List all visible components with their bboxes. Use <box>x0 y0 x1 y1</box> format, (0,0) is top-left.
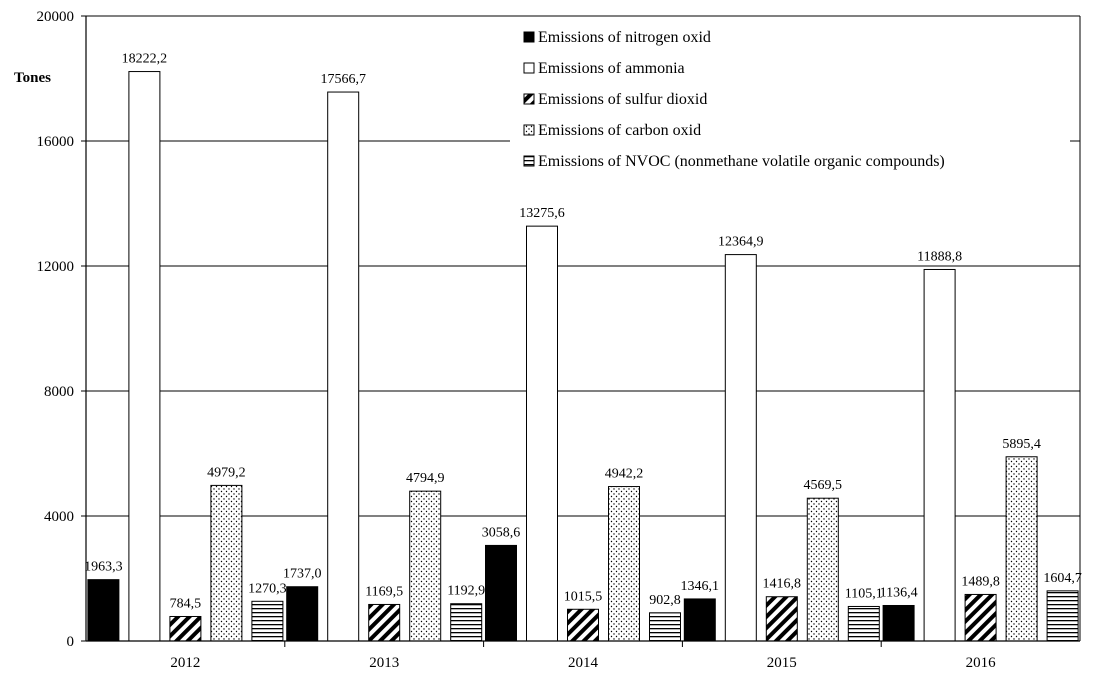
data-label: 1015,5 <box>564 589 603 604</box>
y-tick-label: 8000 <box>44 384 74 400</box>
bar <box>450 603 483 642</box>
x-tick-label: 2014 <box>568 655 599 671</box>
y-tick-label: 16000 <box>37 134 75 150</box>
bar <box>286 586 319 642</box>
bar <box>87 579 120 642</box>
data-label: 1346,1 <box>681 579 720 594</box>
bars <box>87 71 1079 642</box>
legend-item-label: Emissions of sulfur dioxid <box>538 91 707 108</box>
bar <box>251 600 284 642</box>
data-label: 12364,9 <box>718 235 764 250</box>
bar <box>882 604 915 642</box>
data-label: 4794,9 <box>406 471 445 486</box>
legend-background <box>510 22 1070 182</box>
bar <box>964 593 997 642</box>
bar <box>567 608 599 642</box>
bar <box>526 225 558 642</box>
data-label: 902,8 <box>649 593 681 608</box>
data-label: 1105,1 <box>845 586 883 601</box>
data-label: 1489,8 <box>961 574 1000 589</box>
data-label: 18222,2 <box>122 52 168 67</box>
bar <box>1046 590 1079 642</box>
legend-swatch <box>523 155 535 167</box>
bar <box>806 497 839 642</box>
data-label: 4569,5 <box>804 478 843 493</box>
bar <box>683 598 716 642</box>
bar <box>327 91 360 642</box>
y-axis: 0 4000 8000 12000 16000 20000 <box>37 9 1081 650</box>
data-label: 1963,3 <box>84 560 123 575</box>
y-tick-label: 20000 <box>37 9 75 25</box>
data-label: 1192,9 <box>447 584 485 599</box>
bar <box>409 490 442 642</box>
x-tick-label: 2015 <box>767 655 797 671</box>
bar <box>608 486 640 642</box>
x-tick-label: 2016 <box>966 655 997 671</box>
legend-item-label: Emissions of NVOC (nonmethane volatile o… <box>538 153 945 170</box>
legend-swatch <box>523 124 535 136</box>
x-axis: 2012 2013 2014 2015 2016 <box>86 640 1080 671</box>
bar <box>128 71 161 642</box>
legend-swatch <box>523 62 535 74</box>
legend-item-label: Emissions of nitrogen oxid <box>538 29 711 46</box>
bar <box>1005 456 1038 642</box>
legend: Emissions of nitrogen oxid Emissions of a… <box>523 29 945 170</box>
x-tick-label: 2012 <box>170 655 200 671</box>
data-label: 17566,7 <box>320 72 366 87</box>
bar <box>923 268 956 642</box>
bar <box>210 484 243 642</box>
data-label: 1270,3 <box>248 581 287 596</box>
legend-swatch <box>523 31 535 43</box>
data-label: 1136,4 <box>880 585 918 600</box>
data-label: 4942,2 <box>605 467 644 482</box>
bar <box>485 544 517 642</box>
legend-swatch <box>523 93 535 105</box>
data-label: 13275,6 <box>519 206 565 221</box>
data-label: 1604,7 <box>1043 571 1082 586</box>
y-axis-label: Tones <box>14 70 51 86</box>
bar <box>368 603 401 642</box>
bar <box>649 612 681 642</box>
data-label: 11888,8 <box>917 249 962 264</box>
y-tick-label: 12000 <box>37 259 75 275</box>
bar <box>724 254 757 642</box>
bar <box>169 615 202 642</box>
y-tick-label: 0 <box>67 634 75 650</box>
bar <box>847 605 880 642</box>
legend-item-label: Emissions of ammonia <box>538 60 685 77</box>
data-label: 5895,4 <box>1002 437 1041 452</box>
data-label: 1737,0 <box>283 567 322 582</box>
data-label: 3058,6 <box>482 525 521 540</box>
bar <box>765 596 798 642</box>
legend-item-label: Emissions of carbon oxid <box>538 122 701 139</box>
data-label: 4979,2 <box>207 465 246 480</box>
x-tick-label: 2013 <box>369 655 399 671</box>
data-label: 1169,5 <box>365 584 403 599</box>
y-tick-label: 4000 <box>44 509 74 525</box>
data-label: 784,5 <box>170 596 202 611</box>
data-label: 1416,8 <box>763 577 802 592</box>
